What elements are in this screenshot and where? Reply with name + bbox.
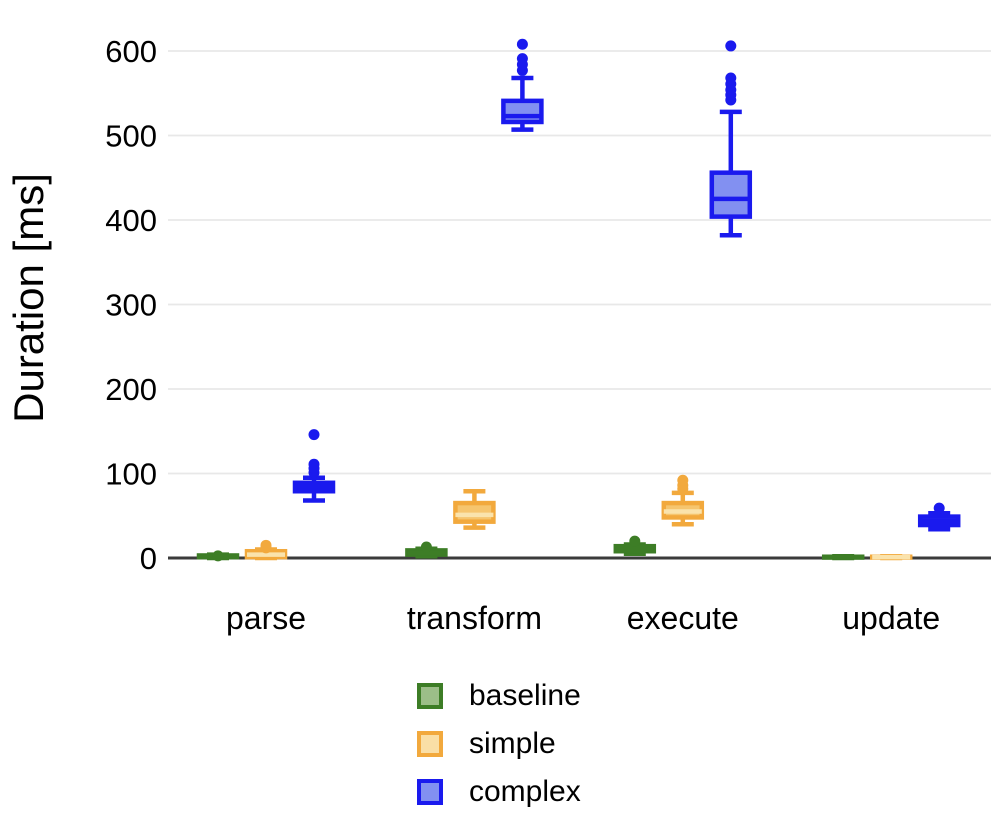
x-category-label: execute — [627, 600, 739, 636]
box-simple-transform — [453, 488, 496, 530]
box-complex-execute — [709, 40, 753, 238]
outlier-dot — [516, 53, 528, 65]
box — [709, 170, 753, 219]
outlier-dot — [516, 38, 528, 50]
box-simple-execute — [661, 474, 705, 527]
box — [453, 500, 496, 524]
legend-label-complex: complex — [469, 774, 581, 808]
legend-item-simple: simple — [417, 726, 581, 760]
box-simple-update — [869, 554, 913, 561]
y-tick-label: 500 — [105, 119, 157, 154]
outlier-dot — [212, 550, 224, 562]
box-baseline-execute — [613, 535, 657, 557]
legend-label-simple: simple — [469, 726, 556, 760]
legend-swatch-complex — [417, 778, 443, 805]
box-complex-parse — [292, 429, 336, 503]
y-tick-label: 400 — [105, 203, 157, 238]
y-tick-label: 200 — [105, 372, 157, 407]
outlier-dot — [308, 458, 320, 470]
legend-label-baseline: baseline — [469, 678, 581, 712]
legend-swatch-simple — [417, 730, 443, 757]
outlier-dot — [629, 535, 641, 547]
y-tick-label: 300 — [105, 288, 157, 323]
legend-item-baseline: baseline — [417, 678, 581, 712]
legend-swatch-baseline — [417, 682, 443, 709]
y-tick-label: 600 — [105, 34, 157, 69]
y-tick-label: 0 — [140, 541, 157, 576]
legend-item-complex: complex — [417, 774, 581, 808]
box-baseline-transform — [405, 541, 448, 559]
x-category-label: update — [842, 600, 940, 636]
outlier-dot — [260, 539, 272, 551]
x-category-label: transform — [407, 600, 542, 636]
box-baseline-update — [821, 554, 865, 561]
outlier-dot — [725, 72, 737, 84]
box-complex-update — [917, 502, 961, 532]
outlier-dot — [933, 502, 945, 514]
y-tick-label: 100 — [105, 457, 157, 492]
box-simple-parse — [244, 539, 288, 561]
y-axis-title: Duration [ms] — [5, 173, 52, 423]
outlier-dot — [420, 541, 432, 553]
x-category-label: parse — [226, 600, 306, 636]
box-complex-transform — [501, 38, 544, 132]
box — [501, 98, 544, 125]
outlier-dot — [308, 429, 320, 441]
legend: baseline simple complex — [417, 678, 581, 808]
outlier-dot — [677, 474, 689, 486]
outlier-dot — [725, 40, 737, 52]
box-baseline-parse — [196, 550, 240, 562]
